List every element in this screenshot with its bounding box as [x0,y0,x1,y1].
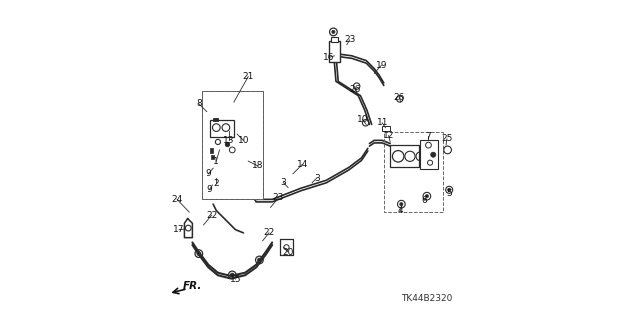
Circle shape [425,195,428,198]
Text: 26: 26 [349,85,361,94]
Text: 8: 8 [196,99,202,108]
Circle shape [257,258,261,262]
Text: 3: 3 [280,178,286,187]
Text: 10: 10 [237,136,249,145]
Text: 12: 12 [383,131,394,140]
Bar [210,120,234,137]
Circle shape [332,30,335,33]
Text: 11: 11 [376,118,388,127]
Text: 3: 3 [314,174,320,182]
Text: 9: 9 [207,185,212,194]
Circle shape [400,203,403,206]
Text: 23: 23 [273,193,284,202]
Bar [211,155,214,159]
Text: 4: 4 [397,206,403,215]
Text: 25: 25 [441,134,452,143]
Text: 18: 18 [252,161,264,170]
Bar [420,140,438,169]
Bar [331,37,337,42]
Text: 5: 5 [446,189,452,198]
Text: 9: 9 [205,169,211,178]
Text: 24: 24 [172,195,182,204]
Text: 15: 15 [230,275,241,284]
Text: TK44B2320: TK44B2320 [401,294,452,303]
Circle shape [447,188,451,191]
Circle shape [225,142,230,147]
Text: 10: 10 [356,115,368,124]
Text: 7: 7 [426,132,431,141]
Bar [382,126,390,131]
Bar [202,91,262,199]
Bar [390,145,419,167]
Text: 6: 6 [422,196,428,205]
Text: 26: 26 [394,93,404,102]
Text: 22: 22 [206,211,217,220]
Text: 1: 1 [214,157,219,166]
Bar [213,118,218,121]
Text: 21: 21 [243,72,254,81]
Text: 17: 17 [173,225,185,234]
Text: 14: 14 [297,160,308,169]
Text: 16: 16 [323,53,335,62]
Text: 19: 19 [376,61,387,70]
Text: 23: 23 [344,35,355,44]
Circle shape [431,152,436,157]
Bar [210,148,213,153]
Text: FR.: FR. [183,280,202,291]
Bar [328,41,340,62]
Text: 13: 13 [223,136,235,145]
Text: 2: 2 [214,179,219,188]
Text: 20: 20 [282,248,294,256]
Circle shape [230,273,234,277]
Circle shape [197,252,201,256]
Text: 22: 22 [263,228,275,237]
